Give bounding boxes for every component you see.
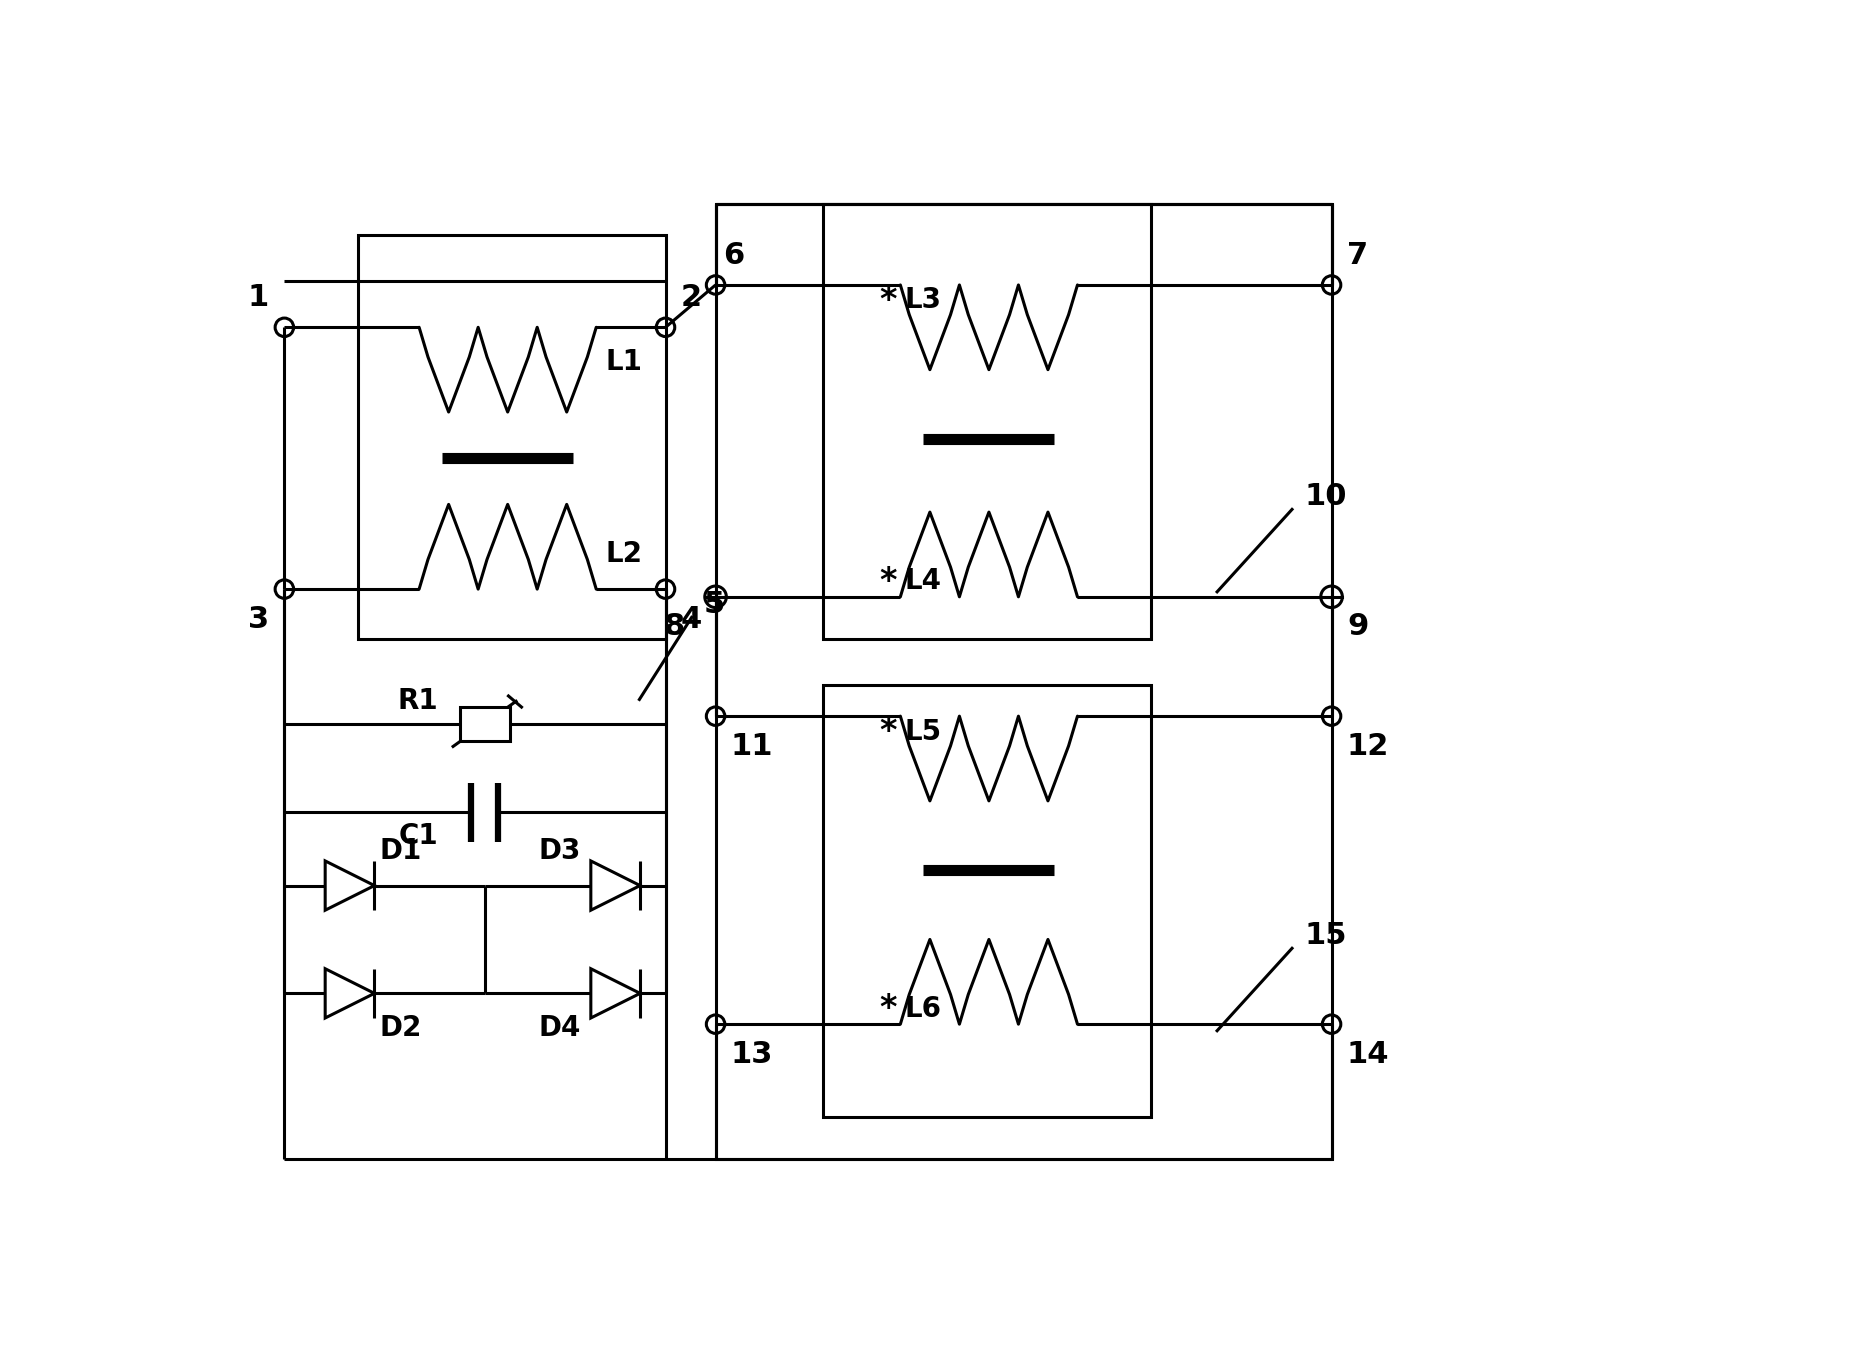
Text: 11: 11 xyxy=(730,732,773,760)
Text: D3: D3 xyxy=(538,837,581,865)
Text: L6: L6 xyxy=(904,995,941,1023)
Text: 3: 3 xyxy=(248,604,269,634)
Text: 1: 1 xyxy=(248,283,269,311)
Text: L5: L5 xyxy=(904,717,941,745)
Text: 7: 7 xyxy=(1347,240,1367,270)
Text: 14: 14 xyxy=(1347,1039,1390,1069)
Text: R1: R1 xyxy=(398,686,439,714)
Text: 4: 4 xyxy=(682,604,702,634)
Text: 8: 8 xyxy=(663,612,686,642)
Text: 10: 10 xyxy=(1304,483,1347,511)
Text: *: * xyxy=(880,714,897,748)
Text: L4: L4 xyxy=(904,568,941,596)
Bar xyxy=(357,235,665,639)
Text: 13: 13 xyxy=(730,1039,773,1069)
Text: D4: D4 xyxy=(538,1014,581,1042)
Text: L1: L1 xyxy=(605,348,643,376)
Text: 5: 5 xyxy=(704,590,725,619)
Text: D2: D2 xyxy=(379,1014,422,1042)
Bar xyxy=(460,706,510,741)
Bar xyxy=(715,204,1332,1159)
Bar xyxy=(824,204,1151,639)
Text: 6: 6 xyxy=(723,240,745,270)
Text: 12: 12 xyxy=(1347,732,1390,760)
Text: *: * xyxy=(880,284,897,317)
Text: L3: L3 xyxy=(904,286,941,314)
Text: 15: 15 xyxy=(1304,921,1347,950)
Text: *: * xyxy=(880,565,897,599)
Text: 9: 9 xyxy=(1347,612,1369,642)
Bar xyxy=(824,685,1151,1116)
Text: 2: 2 xyxy=(682,283,702,311)
Text: *: * xyxy=(880,992,897,1026)
Text: D1: D1 xyxy=(379,837,422,865)
Text: L2: L2 xyxy=(605,541,643,569)
Text: C1: C1 xyxy=(398,821,439,849)
